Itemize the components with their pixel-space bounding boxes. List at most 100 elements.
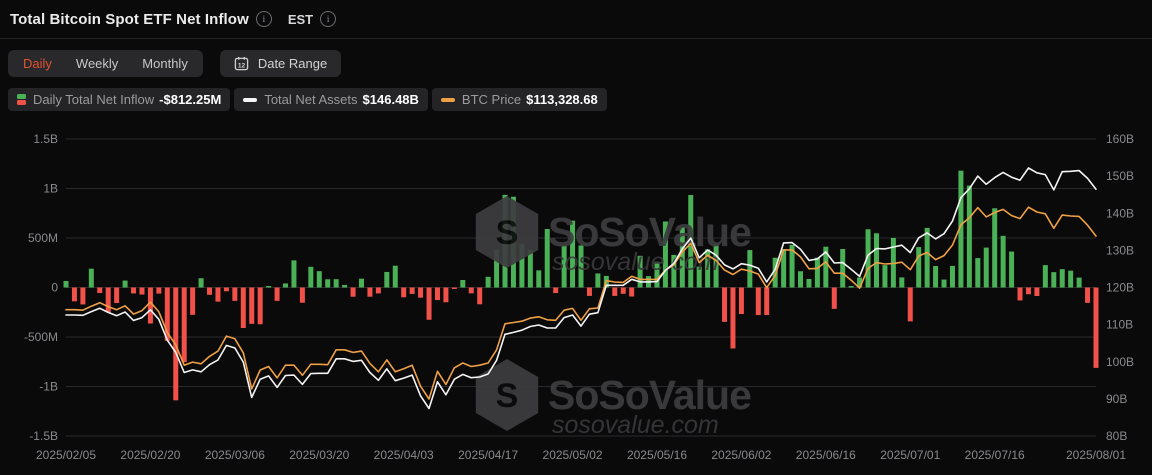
inflow-bar[interactable]: [299, 287, 305, 303]
date-range-button[interactable]: 12 Date Range: [219, 50, 342, 77]
inflow-bar[interactable]: [342, 284, 348, 288]
inflow-bar[interactable]: [426, 287, 432, 320]
inflow-bar[interactable]: [358, 278, 364, 288]
inflow-bar[interactable]: [190, 287, 196, 315]
inflow-bar[interactable]: [266, 286, 272, 288]
granularity-segmented-control[interactable]: Daily Weekly Monthly: [8, 50, 203, 77]
inflow-bar[interactable]: [223, 287, 229, 292]
inflow-bar[interactable]: [156, 287, 162, 294]
inflow-bar[interactable]: [612, 287, 618, 296]
inflow-bar[interactable]: [798, 271, 804, 288]
inflow-bar[interactable]: [451, 287, 457, 290]
inflow-bar[interactable]: [941, 279, 947, 288]
inflow-bar[interactable]: [983, 247, 989, 288]
inflow-bar[interactable]: [933, 266, 939, 288]
inflow-bar[interactable]: [333, 279, 339, 288]
tab-monthly[interactable]: Monthly: [142, 56, 188, 71]
inflow-bar[interactable]: [1076, 277, 1082, 288]
inflow-bar[interactable]: [80, 287, 86, 305]
inflow-bar[interactable]: [992, 208, 998, 288]
inflow-bar[interactable]: [527, 249, 533, 288]
inflow-bar[interactable]: [1025, 287, 1031, 295]
inflow-bar[interactable]: [71, 287, 77, 302]
inflow-bar[interactable]: [536, 270, 542, 288]
inflow-bar[interactable]: [595, 273, 601, 288]
inflow-bar[interactable]: [181, 287, 187, 363]
inflow-bar[interactable]: [823, 246, 829, 288]
inflow-bar[interactable]: [907, 287, 913, 322]
inflow-bar[interactable]: [97, 287, 103, 294]
inflow-bar[interactable]: [949, 265, 955, 288]
inflow-bar[interactable]: [865, 229, 871, 288]
inflow-bar[interactable]: [671, 254, 677, 288]
inflow-bar[interactable]: [519, 243, 525, 288]
inflow-bar[interactable]: [274, 287, 280, 301]
inflow-bar[interactable]: [308, 266, 314, 288]
inflow-bar[interactable]: [772, 257, 778, 288]
inflow-bar[interactable]: [131, 287, 137, 294]
tab-daily[interactable]: Daily: [23, 56, 52, 71]
inflow-bar[interactable]: [857, 277, 863, 288]
inflow-bar[interactable]: [620, 287, 626, 294]
inflow-bar[interactable]: [240, 287, 246, 328]
inflow-bar[interactable]: [375, 287, 381, 294]
inflow-bar[interactable]: [755, 287, 761, 316]
legend-item-net-inflow[interactable]: Daily Total Net Inflow -$812.25M: [8, 88, 231, 111]
inflow-bar[interactable]: [713, 244, 719, 288]
inflow-bar[interactable]: [147, 287, 153, 324]
inflow-bar[interactable]: [122, 280, 128, 288]
inflow-bar[interactable]: [164, 287, 170, 341]
inflow-bar[interactable]: [1000, 235, 1006, 288]
inflow-bar[interactable]: [477, 287, 483, 305]
inflow-bar[interactable]: [848, 286, 854, 288]
inflow-bar[interactable]: [316, 271, 322, 288]
inflow-bar[interactable]: [958, 170, 964, 288]
inflow-bar[interactable]: [114, 287, 120, 304]
inflow-bar[interactable]: [873, 233, 879, 288]
inflow-bar[interactable]: [570, 220, 576, 288]
inflow-bar[interactable]: [283, 283, 289, 288]
inflow-bar[interactable]: [553, 287, 559, 294]
inflow-bar[interactable]: [679, 227, 685, 288]
inflow-bar[interactable]: [468, 287, 474, 294]
inflow-bar[interactable]: [916, 247, 922, 288]
inflow-bar[interactable]: [1042, 265, 1048, 288]
inflow-bar[interactable]: [139, 287, 145, 295]
inflow-bar[interactable]: [688, 195, 694, 288]
inflow-bar[interactable]: [418, 287, 424, 298]
inflow-bar[interactable]: [367, 287, 373, 297]
inflow-bar[interactable]: [882, 265, 888, 288]
inflow-bar[interactable]: [966, 185, 972, 288]
inflow-bar[interactable]: [831, 287, 837, 309]
inflow-bar[interactable]: [409, 287, 415, 294]
inflow-bar[interactable]: [257, 287, 263, 325]
inflow-bar[interactable]: [215, 287, 221, 302]
inflow-bar[interactable]: [1034, 287, 1040, 297]
inflow-bar[interactable]: [207, 287, 213, 295]
inflow-bar[interactable]: [544, 228, 550, 288]
timezone-info-icon[interactable]: i: [320, 11, 337, 27]
tab-weekly[interactable]: Weekly: [75, 56, 119, 71]
inflow-bar[interactable]: [1093, 287, 1099, 368]
inflow-bar[interactable]: [662, 221, 668, 288]
inflow-bar[interactable]: [1085, 287, 1091, 303]
inflow-bar[interactable]: [924, 227, 930, 288]
inflow-bar[interactable]: [747, 250, 753, 288]
title-info-icon[interactable]: i: [255, 11, 272, 27]
inflow-bar[interactable]: [325, 279, 331, 288]
inflow-bar[interactable]: [198, 278, 204, 288]
inflow-bar[interactable]: [1068, 270, 1074, 288]
inflow-bar[interactable]: [401, 287, 407, 298]
inflow-bar[interactable]: [654, 261, 660, 288]
inflow-bar[interactable]: [63, 280, 69, 288]
inflow-bar[interactable]: [705, 249, 711, 288]
inflow-bar[interactable]: [105, 287, 111, 313]
inflow-bar[interactable]: [460, 279, 466, 288]
inflow-bar[interactable]: [781, 249, 787, 288]
inflow-bar[interactable]: [806, 278, 812, 288]
inflow-bar[interactable]: [789, 244, 795, 288]
inflow-bar[interactable]: [1051, 272, 1057, 288]
inflow-bar[interactable]: [578, 245, 584, 288]
inflow-bar[interactable]: [434, 287, 440, 301]
